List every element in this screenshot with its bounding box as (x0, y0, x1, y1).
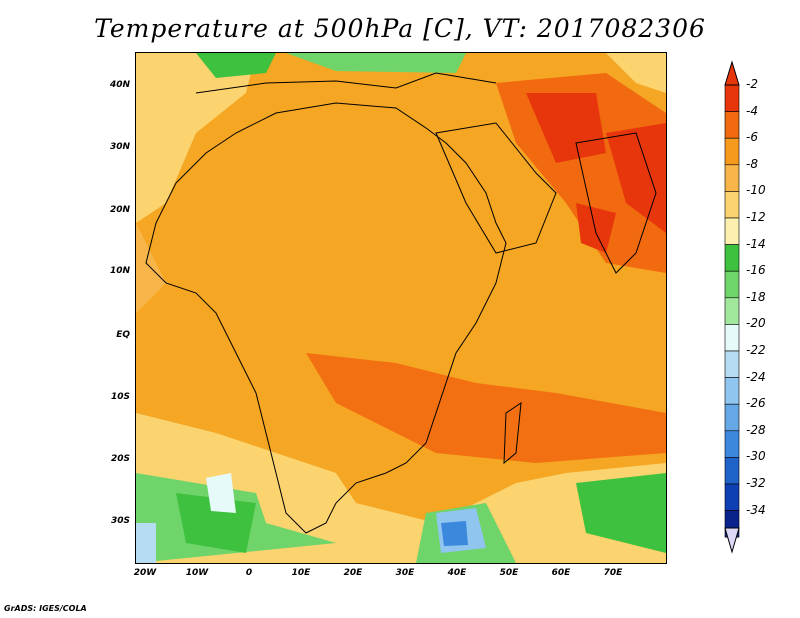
x-tick-label-10w: 10W (185, 568, 209, 578)
colorbar-top-arrow (724, 60, 740, 86)
y-tick-label-30n: 30N (109, 142, 130, 152)
colorbar-box (724, 244, 740, 272)
y-tick-label-20s: 20S (110, 454, 130, 464)
y-tick-label-10s: 10S (110, 392, 130, 402)
x-tick-label-50e: 50E (499, 568, 519, 578)
colorbar-box (724, 164, 740, 192)
x-tick-label-20e: 20E (343, 568, 363, 578)
colorbar-label: -8 (746, 156, 758, 171)
colorbar-label: -16 (746, 263, 766, 278)
y-tick-label-30s: 30S (110, 516, 130, 526)
colorbar-label: -6 (746, 130, 758, 145)
y-tick-label-40n: 40N (109, 80, 130, 90)
colorbar-label: -14 (746, 236, 766, 251)
colorbar-box (724, 483, 740, 511)
grads-credit: GrADS: IGES/COLA (4, 604, 87, 613)
colorbar-box (724, 270, 740, 299)
colorbar-box (724, 403, 740, 432)
colorbar-label: -2 (746, 77, 758, 91)
colorbar-label: -32 (746, 476, 766, 490)
map-field (136, 53, 666, 563)
colorbar-box (724, 217, 740, 245)
map-title: Temperature at 500hPa [C], VT: 201708230… (94, 14, 706, 43)
temperature-map (135, 52, 667, 564)
colorbar-box (724, 137, 740, 166)
colorbar-box (724, 84, 740, 112)
x-tick-label-10e: 10E (291, 568, 311, 578)
colorbar-box (724, 430, 740, 458)
colorbar (724, 60, 740, 554)
colorbar-box (724, 111, 740, 139)
colorbar-label: -10 (746, 183, 766, 198)
colorbar-label: -26 (746, 396, 766, 411)
colorbar-box (724, 377, 740, 405)
x-tick-label-70e: 70E (603, 568, 623, 578)
colorbar-box (724, 297, 740, 325)
y-tick-label-20n: 20N (109, 205, 130, 215)
colorbar-bottom-arrow (724, 527, 740, 554)
x-tick-label-60e: 60E (551, 568, 571, 578)
colorbar-label: -12 (746, 210, 766, 224)
colorbar-label: -4 (746, 103, 758, 118)
colorbar-label: -22 (746, 343, 766, 357)
y-tick-label-eq: EQ (116, 330, 130, 340)
colorbar-label: -18 (746, 289, 766, 304)
colorbar-label: -34 (746, 502, 766, 517)
y-tick-label-10n: 10N (109, 266, 130, 276)
colorbar-box (724, 324, 740, 352)
colorbar-box (724, 191, 740, 219)
colorbar-box (724, 350, 740, 378)
x-tick-label-30e: 30E (395, 568, 415, 578)
colorbar-label: -30 (746, 449, 766, 464)
x-tick-label-40e: 40E (447, 568, 467, 578)
x-tick-label-0: 0 (245, 568, 253, 578)
colorbar-label: -20 (746, 316, 766, 331)
x-tick-label-20w: 20W (133, 568, 157, 578)
colorbar-box (724, 457, 740, 485)
colorbar-label: -28 (746, 422, 766, 437)
colorbar-label: -24 (746, 369, 766, 384)
